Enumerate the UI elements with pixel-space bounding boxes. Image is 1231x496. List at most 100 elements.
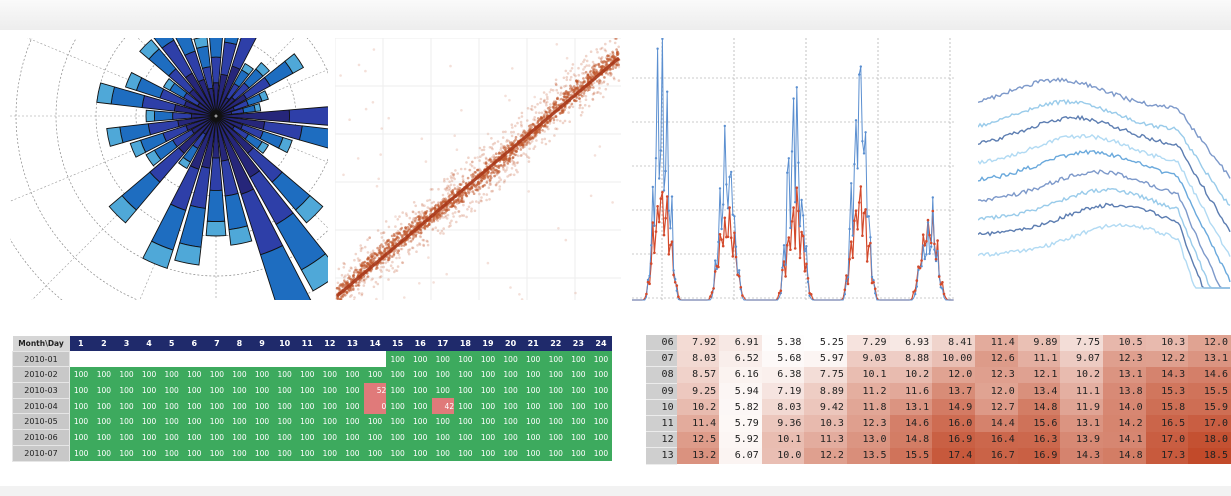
ts-blue-point	[786, 171, 789, 174]
heat-cell: 10.5	[1103, 335, 1146, 351]
scatter-point	[555, 88, 558, 92]
scatter-point	[400, 244, 403, 247]
scatter-point	[432, 200, 436, 204]
scatter-point	[554, 127, 557, 130]
scatter-point	[505, 168, 508, 172]
scatter-point	[398, 232, 401, 236]
ts-red-point	[662, 233, 666, 237]
scatter-point	[569, 104, 573, 107]
scatter-point	[408, 216, 412, 220]
ts-red-point	[728, 206, 731, 209]
availability-cell: 100	[69, 398, 93, 414]
heat-cell: 14.8	[1103, 447, 1146, 464]
scatter-point	[343, 279, 346, 282]
availability-cell: 100	[69, 366, 93, 383]
scatter-point	[588, 86, 591, 89]
ts-blue-point	[797, 161, 800, 164]
scatter-point	[396, 265, 400, 268]
table-row: 2010-05 100 100 100 100 100 100 100 100 100 100 100…	[12, 413, 613, 431]
scatter-point	[400, 247, 404, 251]
availability-cell: 100	[228, 366, 251, 383]
availability-cell: 100	[567, 366, 590, 383]
scatter-point	[391, 266, 394, 270]
heat-cell: 10.2	[676, 399, 720, 416]
scatter-point	[543, 130, 546, 133]
scatter-point	[600, 60, 603, 63]
ts-blue-point	[859, 65, 862, 68]
scatter-point	[504, 149, 507, 152]
scatter-point	[422, 216, 426, 219]
scatter-point	[486, 175, 490, 178]
scatter-point	[584, 54, 588, 58]
scatter-point	[545, 100, 549, 104]
scatter-point	[384, 261, 387, 265]
scatter-point	[358, 262, 362, 266]
scatter-point	[351, 274, 355, 278]
ts-blue-point	[805, 245, 808, 248]
scatter-point	[467, 156, 470, 159]
scatter-point	[363, 281, 366, 284]
scatter-point	[388, 256, 391, 260]
scatter-point	[569, 84, 572, 88]
ts-blue-point	[653, 224, 656, 227]
ts-red-point	[928, 233, 931, 237]
month-row-label: 2010-02	[12, 366, 70, 384]
availability-cell: 100	[454, 382, 477, 399]
ts-red-point	[787, 236, 791, 239]
availability-cell: 100	[295, 445, 319, 461]
ts-red-point	[867, 244, 871, 248]
scatter-point	[581, 111, 584, 114]
ts-blue-point	[717, 240, 720, 244]
scatter-point	[461, 200, 464, 204]
availability-cell: 100	[273, 398, 296, 414]
ts-red-point	[729, 236, 733, 239]
scatter-point	[374, 253, 378, 256]
heat-cell: 9.42	[804, 399, 847, 416]
scatter-point	[436, 216, 439, 219]
scatter-point	[554, 100, 558, 104]
scatter-point	[380, 232, 383, 235]
scatter-point	[494, 152, 498, 155]
scatter-point	[379, 275, 383, 278]
scatter-point	[460, 200, 464, 203]
rose-sector	[106, 126, 124, 147]
scatter-point	[339, 74, 342, 77]
scatter-point	[408, 236, 412, 240]
availability-cell: 100	[137, 429, 161, 446]
scatter-point	[412, 236, 415, 239]
scatter-point	[585, 64, 588, 67]
scatter-point	[490, 137, 493, 140]
ts-red-point	[915, 279, 919, 282]
ts-blue-point	[934, 259, 938, 263]
scatter-point	[392, 253, 396, 257]
ts-blue-point	[872, 279, 875, 282]
scatter-point	[470, 209, 473, 213]
availability-cell: 100	[92, 429, 116, 446]
scatter-point	[421, 238, 425, 242]
scatter-point	[468, 168, 472, 172]
scatter-point	[370, 278, 373, 282]
scatter-point	[360, 264, 364, 267]
month-row-label: 2010-07	[12, 444, 70, 462]
scatter-point	[356, 157, 360, 160]
availability-cell: 100	[115, 413, 138, 430]
scatter-point	[497, 166, 501, 169]
ts-blue-point	[728, 175, 731, 179]
availability-cell: 100	[228, 413, 251, 430]
scatter-point	[549, 103, 552, 106]
heat-cell: 10.3	[1145, 335, 1189, 351]
scatter-point	[537, 127, 541, 131]
scatter-point	[432, 281, 435, 284]
scatter-point	[505, 138, 509, 142]
ts-red-point	[798, 256, 802, 260]
ts-red-point	[781, 268, 784, 272]
scatter-point	[502, 168, 505, 172]
scatter-point	[496, 181, 499, 185]
scatter-point	[445, 186, 449, 190]
scatter-point	[425, 239, 429, 243]
scatter-point	[595, 69, 598, 72]
ts-blue-point	[917, 268, 920, 272]
heat-cell: 17.4	[932, 447, 976, 464]
scatter-point	[408, 248, 412, 251]
scatter-point	[516, 154, 520, 158]
